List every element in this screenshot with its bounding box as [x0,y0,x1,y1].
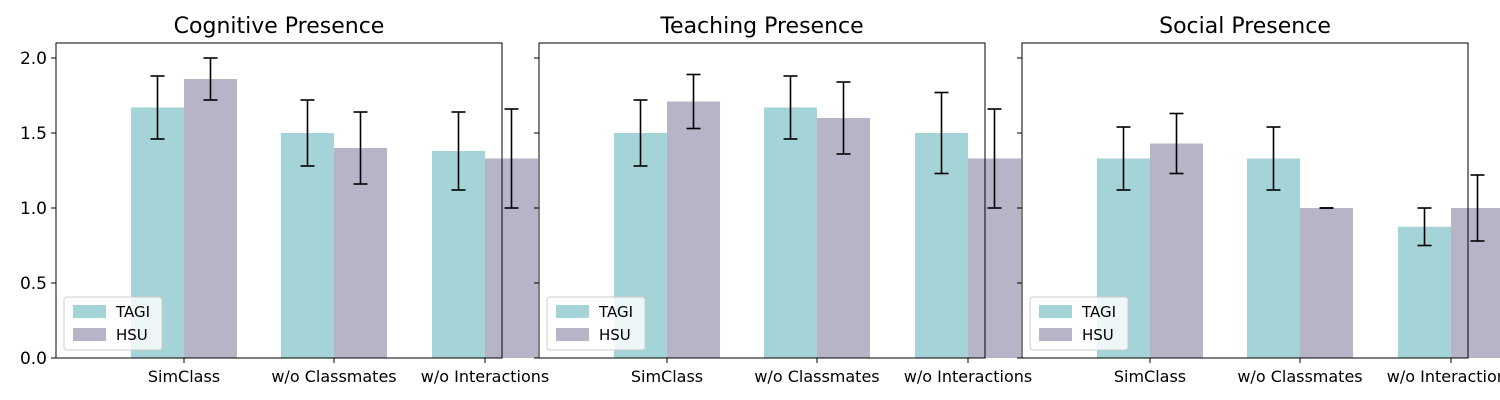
error-bar [1169,112,1184,175]
x-tick-label: w/o Classmates [1237,367,1362,386]
y-tick-label: 0.5 [20,274,47,294]
error-bar [150,75,165,140]
legend-swatch-tagi [73,305,106,318]
error-bar [686,73,701,130]
x-tick-label: w/o Classmates [271,367,396,386]
x-tick-label: w/o Classmates [754,367,879,386]
legend: TAGI HSU [1029,296,1129,351]
x-tick-label: w/o Interactions [1387,367,1500,386]
error-bar [934,91,949,175]
error-bar [1266,126,1281,191]
chart-panel-3: Social Presence SimClass w/o Classmates w/o… [1017,14,1500,386]
y-tick-label: 2.0 [20,49,47,69]
error-bar [300,99,315,167]
axes-frame [1021,42,1469,359]
bar-tagi-3 [1398,226,1451,358]
legend-label-hsu: HSU [1082,326,1114,344]
x-tick-label: SimClass [148,367,220,386]
bar-tagi-2 [281,133,334,358]
error-bar [203,57,218,101]
y-tick-label: 1.0 [20,199,47,219]
error-bar [987,108,1002,209]
error-bar [836,81,851,155]
legend-swatch-hsu [556,328,589,341]
chart-title: Cognitive Presence [174,14,385,39]
bar-hsu-1 [184,79,237,358]
error-bar [633,99,648,167]
legend-swatch-hsu [1039,328,1072,341]
bar-hsu-1 [667,101,720,358]
error-bar [1417,207,1432,247]
legend-label-tagi: TAGI [115,303,150,321]
x-tick-label: w/o Interactions [904,367,1033,386]
legend-label-tagi: TAGI [598,303,633,321]
bar-hsu-2 [1300,208,1353,358]
bar-tagi-2 [764,107,817,358]
axes-frame [538,42,986,359]
legend: TAGI HSU [546,296,646,351]
x-tick-label: SimClass [1114,367,1186,386]
error-bar [1116,126,1131,191]
y-tick-label: 0.0 [20,349,47,369]
bar-hsu-2 [817,118,870,358]
error-bar [1470,174,1485,242]
axes-frame [55,42,503,359]
bar-hsu-3 [1451,208,1500,358]
legend-label-tagi: TAGI [1081,303,1116,321]
bar-tagi-2 [1247,158,1300,358]
error-bar [451,111,466,191]
chart-panel-1: Cognitive Presence 0.0 0.5 1.0 1.5 2.0 SimClas… [20,14,549,386]
legend-swatch-hsu [73,328,106,341]
error-bar [504,108,519,209]
legend-swatch-tagi [1039,305,1072,318]
legend-label-hsu: HSU [116,326,148,344]
error-bar [353,111,368,185]
chart-title: Social Presence [1159,14,1331,39]
x-tick-label: SimClass [631,367,703,386]
bar-hsu-1 [1150,143,1203,358]
x-tick-label: w/o Interactions [421,367,550,386]
y-tick-label: 1.5 [20,124,47,144]
error-bar [783,75,798,140]
legend-label-hsu: HSU [599,326,631,344]
chart-panel-2: Teaching Presence SimClass w/o Classmates w… [534,14,1032,386]
chart-title: Teaching Presence [659,14,863,39]
legend: TAGI HSU [63,296,163,351]
legend-swatch-tagi [556,305,589,318]
